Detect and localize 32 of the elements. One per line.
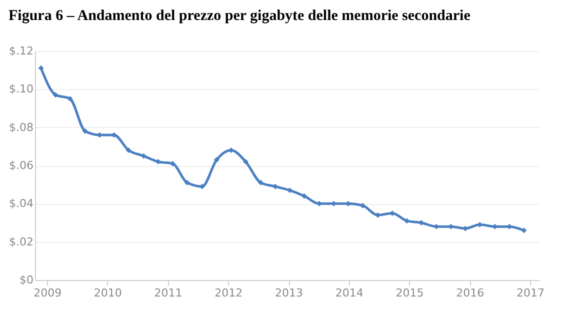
y-tick-label: $.04 [9,197,34,210]
point [38,65,44,71]
point [258,180,264,186]
point [155,158,161,164]
point [52,92,58,98]
point [286,188,292,194]
y-tick-label: $0 [20,274,34,286]
x-tick-label: 2011 [154,286,182,300]
point [521,228,527,234]
x-tick-label: 2015 [396,286,424,300]
y-tick-label: $.08 [9,120,34,134]
x-tick-label: 2013 [275,286,304,300]
y-tick-label: $.10 [9,82,34,96]
y-tick-label: $.06 [9,159,34,172]
point [82,128,88,134]
chart-title: Figura 6 – Andamento del prezzo per gigabyte delle memorie secondarie [8,8,471,24]
point [126,147,132,153]
point [170,160,176,166]
y-tick-label: $.12 [9,44,34,58]
point [214,157,220,163]
x-tick-label: 2014 [335,286,364,300]
point [242,158,248,164]
x-tick-label: 2010 [94,286,122,300]
x-tick-label: 2012 [214,286,243,300]
x-tick-label: 2009 [34,286,62,300]
point [301,193,307,199]
point [67,96,73,102]
x-tick-label: 2016 [456,286,484,300]
y-tick-label: $.02 [9,235,34,248]
point [184,180,190,186]
point [360,202,366,208]
x-tick-label: 2017 [516,286,544,300]
